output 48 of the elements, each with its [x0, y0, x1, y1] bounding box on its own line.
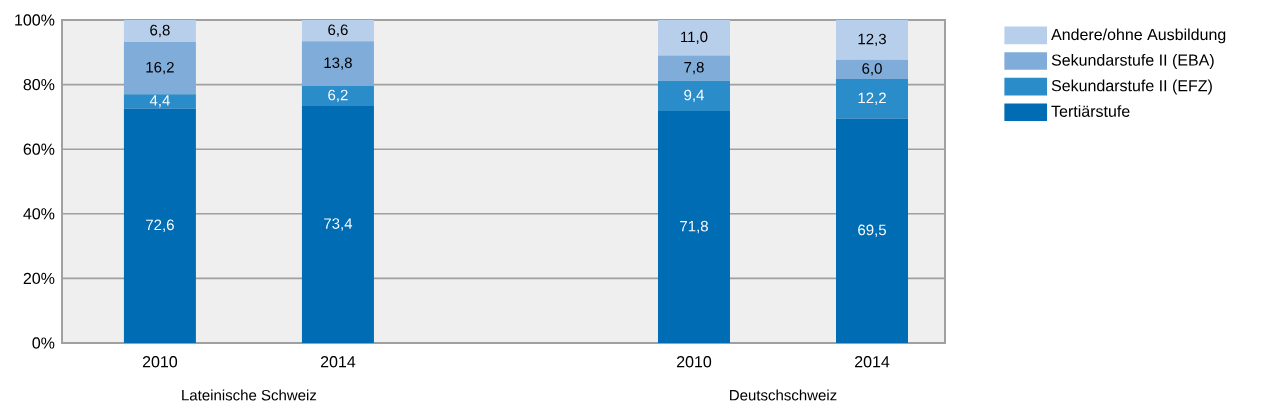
bar: [836, 118, 909, 343]
bar: [123, 108, 196, 343]
legend-label: Andere/ohne Ausbildung: [1051, 28, 1226, 44]
data-label: 71,8: [680, 220, 708, 234]
data-label: 72,6: [146, 219, 174, 232]
data-label: 7,8: [684, 61, 704, 75]
legend-label: Tertiärstufe: [1051, 105, 1130, 117]
data-label: 73,4: [324, 218, 353, 231]
bar: [301, 20, 374, 42]
text: Deutschschweiz: [730, 389, 837, 401]
bar: [836, 20, 909, 60]
bar: [836, 79, 909, 119]
data-label: 12,3: [858, 33, 886, 47]
legend-label: Sekundarstufe II (EFZ): [1051, 79, 1212, 95]
y-tick-label: 20%: [23, 272, 55, 285]
bar: [301, 105, 374, 343]
x-tick-label: 2010: [677, 356, 712, 368]
bar: [657, 111, 730, 343]
data-label: 11,0: [681, 31, 708, 44]
y-tick-label: 0%: [32, 337, 55, 349]
data-label: 9,4: [684, 89, 704, 103]
legend-label: Sekundarstufe II (EBA): [1051, 53, 1214, 69]
bar: [657, 55, 730, 81]
data-label: 16,2: [146, 61, 174, 75]
data-label: 12,2: [858, 92, 886, 106]
bar: [123, 20, 196, 42]
bar: [123, 41, 196, 95]
data-label: 6,6: [328, 24, 348, 37]
bar: [657, 80, 730, 112]
y-tick-label: 60%: [23, 143, 55, 155]
bar: [657, 20, 730, 56]
x-tick-label: 2014: [855, 356, 890, 368]
y-tick-label: 100%: [15, 14, 55, 26]
bar: [836, 59, 909, 80]
data-label: 13,8: [324, 57, 352, 70]
data-label: 6,0: [862, 63, 882, 76]
x-tick-label: 2014: [320, 356, 356, 368]
data-label: 69,5: [858, 224, 886, 237]
data-label: 4,4: [149, 95, 170, 108]
text: Lateinische Schweiz: [182, 389, 317, 401]
x-tick-label: 2010: [142, 356, 178, 368]
bar: [301, 85, 374, 106]
bar: [123, 94, 196, 109]
y-tick-label: 80%: [23, 78, 55, 91]
data-label: 6,8: [150, 24, 170, 38]
bar: [301, 41, 374, 86]
y-tick-label: 40%: [23, 208, 55, 220]
data-label: 6,2: [328, 89, 348, 103]
